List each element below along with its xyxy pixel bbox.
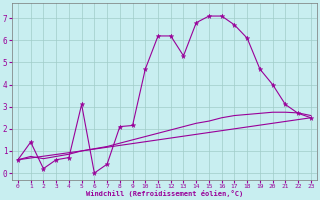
X-axis label: Windchill (Refroidissement éolien,°C): Windchill (Refroidissement éolien,°C) [86, 190, 243, 197]
